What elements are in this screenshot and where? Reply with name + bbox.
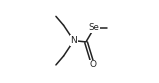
Text: Se: Se — [89, 23, 100, 32]
Text: O: O — [90, 60, 97, 69]
Text: N: N — [70, 36, 77, 45]
